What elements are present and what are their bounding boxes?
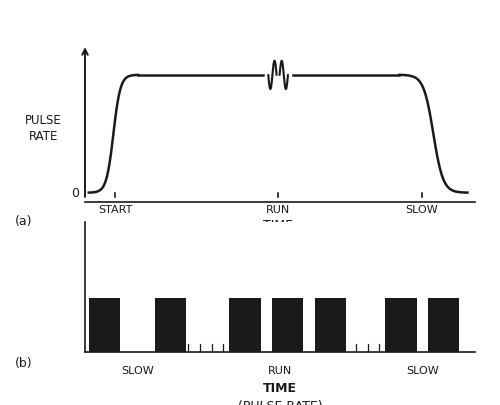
Text: (a): (a) — [15, 215, 32, 228]
Bar — [315, 298, 346, 352]
Text: SLOW: SLOW — [406, 205, 438, 215]
Text: TIME: TIME — [263, 381, 297, 394]
Text: 0: 0 — [72, 187, 80, 200]
Bar — [155, 298, 186, 352]
Text: (PULSE RATE): (PULSE RATE) — [238, 399, 322, 405]
Text: (b): (b) — [15, 356, 32, 369]
Text: RUN: RUN — [268, 365, 292, 375]
Bar — [428, 298, 460, 352]
Bar — [89, 298, 120, 352]
Bar — [230, 298, 260, 352]
Text: TIME: TIME — [263, 219, 293, 232]
Text: PULSE
RATE: PULSE RATE — [25, 114, 62, 143]
Bar — [386, 298, 416, 352]
Text: SLOW: SLOW — [406, 365, 438, 375]
Text: SLOW: SLOW — [122, 365, 154, 375]
Text: START: START — [98, 205, 132, 215]
Bar — [272, 298, 304, 352]
Text: RUN: RUN — [266, 205, 290, 215]
